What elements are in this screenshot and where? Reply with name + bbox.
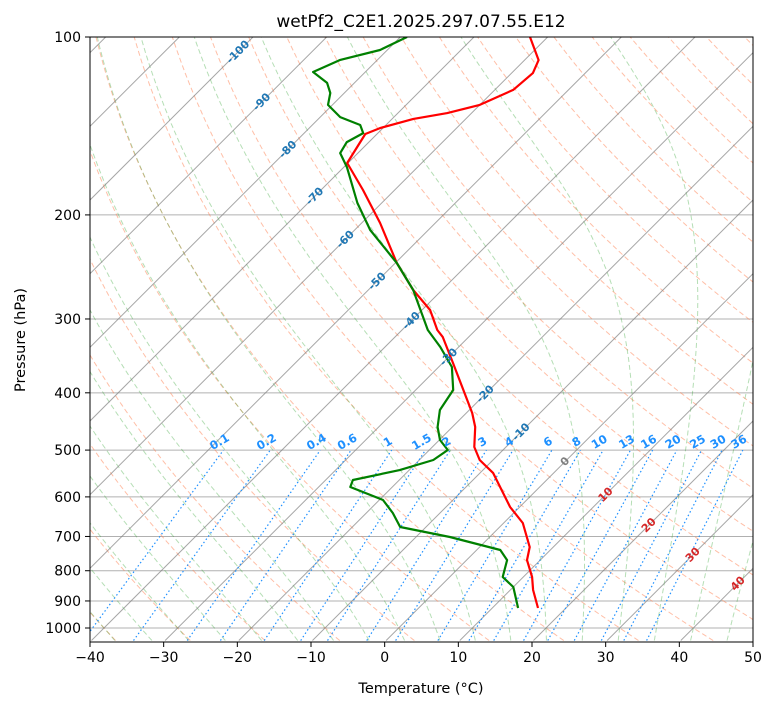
x-tick-label: −30 <box>149 650 179 666</box>
y-tick-label: 600 <box>54 490 81 506</box>
moist-adiabat <box>691 37 775 641</box>
mixing-ratio-line <box>83 450 223 640</box>
mixing-ratio-label: 6 <box>541 434 555 450</box>
y-tick-label: 300 <box>54 312 81 328</box>
x-tick-label: 20 <box>523 650 541 666</box>
mixing-ratio-label: 8 <box>569 434 583 450</box>
moist-adiabat <box>0 37 225 641</box>
temperature-profile-line <box>347 37 538 608</box>
x-tick-label: −20 <box>223 650 253 666</box>
moist-adiabat <box>141 37 475 641</box>
y-tick-label: 800 <box>54 564 81 580</box>
moist-adiabat <box>727 37 775 641</box>
dry-adiabat <box>516 37 775 641</box>
moist-adiabat <box>97 37 440 641</box>
x-tick-label: −10 <box>296 650 326 666</box>
x-tick-label: 30 <box>597 650 615 666</box>
isotherm <box>91 37 695 641</box>
y-tick-label: 200 <box>54 208 81 224</box>
y-tick-label: 900 <box>54 594 81 610</box>
y-tick-label: 100 <box>54 30 81 46</box>
dry-adiabat <box>707 37 775 641</box>
dry-adiabat <box>58 37 489 641</box>
moist-adiabat <box>61 37 405 641</box>
moist-adiabat <box>29 37 369 641</box>
x-tick-label: 50 <box>744 650 762 666</box>
dry-adiabat <box>0 37 265 641</box>
mixing-ratio-label: 3 <box>475 434 489 450</box>
mixing-ratio-line <box>548 450 653 640</box>
moist-adiabat <box>194 37 511 641</box>
dry-adiabat <box>363 37 775 641</box>
isotherm <box>0 37 548 641</box>
dry-adiabat <box>0 37 340 641</box>
isotherm <box>460 37 775 641</box>
isotherm <box>533 37 775 641</box>
y-axis-label: Pressure (hPa) <box>13 288 29 392</box>
mixing-ratio-label: 16 <box>638 432 659 452</box>
dry-adiabat <box>20 37 415 641</box>
dry-adiabat <box>554 37 775 641</box>
mixing-ratio-label: 0.1 <box>207 430 232 452</box>
dry-adiabat <box>668 37 775 641</box>
moist-adiabat <box>0 37 262 641</box>
x-tick-label: 10 <box>449 650 467 666</box>
isotherm <box>754 37 775 641</box>
mixing-ratio-line <box>220 450 351 640</box>
mixing-ratio-label: 0.4 <box>304 430 329 452</box>
moist-adiabat <box>261 37 546 641</box>
mixing-ratio-label: 0.2 <box>254 430 279 452</box>
x-tick-label: 40 <box>670 650 688 666</box>
dry-adiabat <box>745 37 775 641</box>
background-lines <box>0 37 775 641</box>
isotherm <box>165 37 769 641</box>
chart-title: wetPf2_C2E1.2025.297.07.55.E12 <box>276 12 565 32</box>
y-tick-label: 700 <box>54 529 81 545</box>
y-tick-label: 400 <box>54 386 81 402</box>
mixing-ratio-line <box>264 450 391 640</box>
mixing-ratio-label: 36 <box>728 432 749 452</box>
y-tick-label: 1000 <box>45 621 81 637</box>
x-tick-label: 0 <box>380 650 389 666</box>
isotherm <box>18 37 622 641</box>
mixing-ratio-label: 2 <box>439 434 453 450</box>
moist-adiabat <box>1 37 333 641</box>
dry-adiabat <box>592 37 775 641</box>
moist-adiabat <box>461 37 634 641</box>
dry-adiabat <box>134 37 638 641</box>
dry-adiabat <box>439 37 775 641</box>
isotherm <box>0 37 327 641</box>
x-tick-label: −40 <box>75 650 105 666</box>
mixing-ratio-line <box>601 450 701 640</box>
mixing-ratio-label: 25 <box>687 432 708 452</box>
mixing-ratio-line <box>624 450 722 640</box>
moist-adiabat <box>0 37 298 641</box>
mixing-ratio-label: 1 <box>381 434 395 450</box>
x-axis-label: Temperature (°C) <box>357 681 483 697</box>
isotherm <box>0 37 400 641</box>
y-tick-label: 500 <box>54 443 81 459</box>
isotherm <box>0 37 253 641</box>
mixing-ratio-line <box>328 450 451 640</box>
